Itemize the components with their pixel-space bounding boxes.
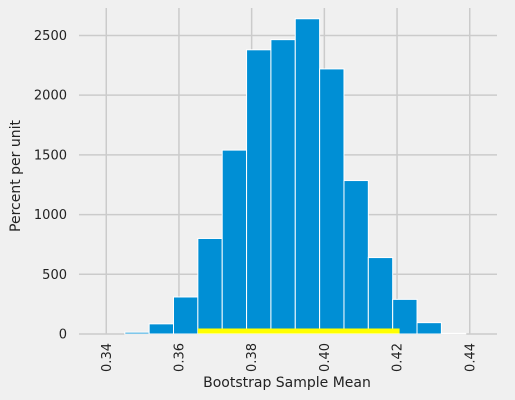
y-tick-label-1: 500 [42, 268, 67, 283]
y-tick-label-2: 1000 [34, 208, 67, 223]
x-axis-label: Bootstrap Sample Mean [203, 375, 371, 391]
histogram-bar-0 [124, 331, 150, 335]
histogram-bar-12 [416, 322, 442, 335]
y-tick-label-0: 0 [59, 328, 67, 343]
y-tick-label-4: 2000 [34, 89, 67, 104]
y-axis-label: Percent per unit [8, 120, 24, 232]
histogram-bar-13 [440, 332, 467, 335]
histogram-bar-2 [173, 296, 199, 335]
histogram-bar-7 [294, 18, 321, 335]
x-tick-label-0: 0.34 [100, 343, 115, 372]
histogram-bar-11 [392, 298, 418, 335]
y-tick-label-5: 2500 [34, 29, 67, 44]
x-tick-label-2: 0.38 [245, 343, 260, 372]
histogram-bar-3 [197, 237, 223, 335]
histogram-bar-1 [148, 323, 175, 335]
histogram-bar-5 [246, 49, 272, 335]
x-tick-label-5: 0.44 [463, 343, 478, 372]
histogram-bar-4 [221, 149, 248, 335]
histogram-bar-6 [270, 39, 296, 335]
histogram-bar-10 [367, 257, 394, 335]
y-tick-label-3: 1500 [34, 148, 67, 163]
histogram-bar-9 [343, 180, 369, 335]
x-axis-ticks: 0.34 0.36 0.38 0.40 0.42 0.44 [100, 343, 478, 372]
x-tick-label-3: 0.40 [318, 343, 333, 372]
histogram-bars [124, 18, 467, 335]
x-tick-label-1: 0.36 [173, 343, 188, 372]
x-tick-label-4: 0.42 [391, 343, 406, 372]
histogram-bar-8 [319, 68, 345, 335]
y-axis-ticks: 0 500 1000 1500 2000 2500 [34, 29, 67, 343]
